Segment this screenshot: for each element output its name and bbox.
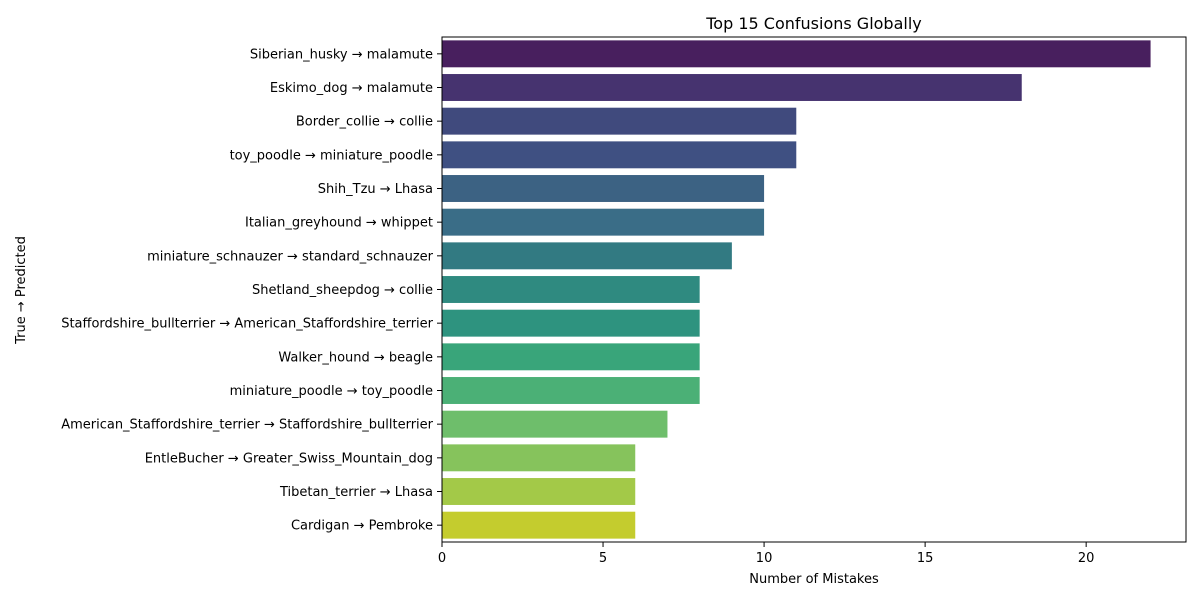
x-axis-label: Number of Mistakes	[749, 572, 879, 587]
bar	[442, 309, 700, 337]
y-tick-label: American_Staffordshire_terrier → Staffor…	[61, 418, 433, 433]
x-tick-label: 0	[438, 551, 446, 566]
y-tick-label: Shih_Tzu → Lhasa	[318, 182, 433, 197]
bar	[442, 377, 700, 404]
x-tick-label: 10	[756, 551, 773, 566]
y-tick-label: Eskimo_dog → malamute	[270, 81, 433, 96]
y-tick-label: Border_collie → collie	[296, 115, 433, 130]
y-tick-label: Siberian_husky → malamute	[250, 47, 433, 62]
bar	[442, 478, 636, 505]
bar	[442, 242, 732, 270]
x-axis-ticks: 0 5 10 15 20	[438, 542, 1095, 566]
x-tick-label: 15	[917, 551, 934, 566]
y-tick-label: toy_poodle → miniature_poodle	[230, 148, 433, 163]
bar	[442, 74, 1022, 101]
bars-layer	[442, 40, 1151, 539]
y-tick-labels: Siberian_husky → malamute Eskimo_dog → ma…	[61, 47, 442, 534]
y-tick-label: Italian_greyhound → whippet	[245, 216, 433, 231]
bar	[442, 410, 668, 438]
y-tick-label: Cardigan → Pembroke	[291, 519, 433, 534]
bar	[442, 208, 765, 236]
y-tick-label: Shetland_sheepdog → collie	[252, 283, 433, 298]
bar	[442, 175, 765, 202]
bar	[442, 40, 1151, 68]
plot-frame	[441, 36, 1187, 543]
bar	[442, 107, 797, 135]
y-tick-label: Staffordshire_bullterrier → American_Sta…	[61, 317, 433, 332]
bar	[442, 444, 636, 472]
bar	[442, 511, 636, 539]
y-axis-label: True → Predicted	[14, 236, 29, 345]
y-tick-label: miniature_poodle → toy_poodle	[230, 384, 433, 399]
chart-title: Top 15 Confusions Globally	[705, 14, 922, 33]
y-tick-label: Walker_hound → beagle	[278, 350, 433, 365]
x-tick-label: 20	[1078, 551, 1095, 566]
x-tick-label: 5	[599, 551, 607, 566]
y-tick-label: EntleBucher → Greater_Swiss_Mountain_dog	[145, 451, 433, 466]
bar	[442, 343, 700, 371]
y-tick-label: miniature_schnauzer → standard_schnauzer	[147, 249, 434, 264]
bar	[442, 276, 700, 303]
axes-frame	[441, 36, 1187, 543]
bar	[442, 141, 797, 169]
y-tick-label: Tibetan_terrier → Lhasa	[279, 485, 433, 500]
